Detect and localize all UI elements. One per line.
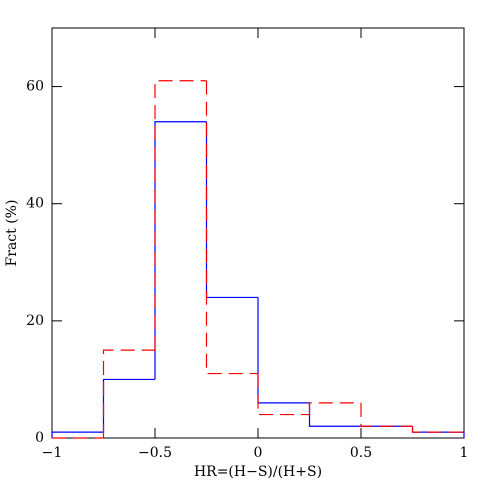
- histogram-step: [205, 80, 258, 375]
- histogram-step: [154, 121, 207, 380]
- histogram-step: [411, 426, 465, 438]
- histogram-step: [308, 402, 361, 415]
- histogram-step: [257, 297, 310, 404]
- x-axis-label: HR=(H−S)/(H+S): [194, 464, 322, 480]
- y-tick-label: 20: [26, 313, 44, 329]
- y-tick-label: 60: [26, 79, 44, 95]
- histogram-step: [102, 378, 155, 433]
- histogram-step: [360, 402, 413, 427]
- y-tick-label: 0: [35, 430, 44, 446]
- histogram-step: [308, 402, 361, 427]
- x-tick-label: 1: [460, 445, 469, 461]
- histogram-step: [154, 80, 207, 351]
- x-tick-label: 0.5: [350, 445, 372, 461]
- x-tick-label: 0: [254, 445, 263, 461]
- y-tick-label: 40: [26, 196, 44, 212]
- histogram-step: [51, 431, 104, 438]
- x-tick-label: −1: [42, 445, 63, 461]
- histogram-step: [205, 121, 258, 299]
- x-tick-label: −0.5: [138, 445, 172, 461]
- histogram-step: [102, 349, 155, 438]
- histogram-step: [257, 373, 310, 416]
- y-axis-label: Fract (%): [4, 200, 20, 267]
